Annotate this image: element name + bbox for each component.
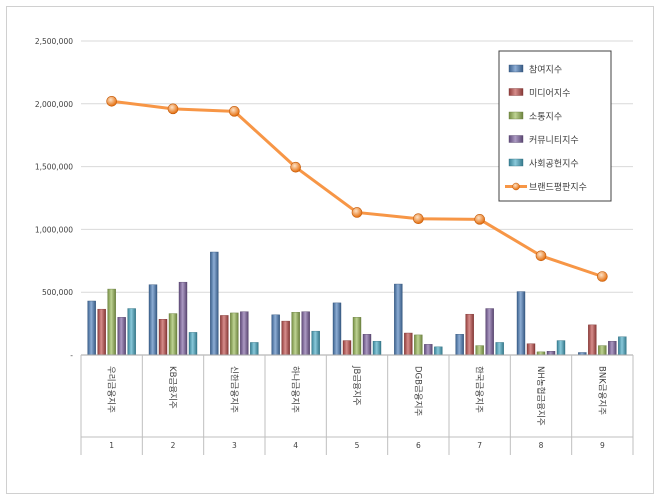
legend-label: 미디어지수 <box>529 88 570 99</box>
bar-소통지수 <box>107 288 116 356</box>
line-point <box>597 271 608 282</box>
x-category-number: 5 <box>355 441 360 450</box>
legend-label: 소통지수 <box>529 112 562 123</box>
bar-커뮤니티지수 <box>178 281 188 356</box>
axes: - 500,000 1,000,000 1,500,000 2,000,000 2,500… <box>35 37 634 455</box>
x-category-label: BNK금융지주 <box>596 366 606 415</box>
bar-미디어지수 <box>588 324 597 356</box>
x-category-number: 7 <box>477 441 482 450</box>
line-point <box>351 207 363 218</box>
line-series <box>106 95 608 282</box>
legend-swatch <box>508 64 524 73</box>
bar-사회공헌지수 <box>372 340 382 356</box>
bar-참여지수 <box>148 284 158 356</box>
y-tick-label: 1,500,000 <box>35 163 73 172</box>
bar-소통지수 <box>352 317 362 356</box>
x-category-label: 우리금융지주 <box>106 366 116 413</box>
bar-미디어지수 <box>220 315 229 356</box>
y-tick-label: - <box>70 351 73 360</box>
y-tick-label: 500,000 <box>42 288 73 297</box>
bar-소통지수 <box>598 345 607 356</box>
line-point <box>106 95 117 107</box>
legend-swatch <box>508 135 524 143</box>
bar-미디어지수 <box>158 319 168 356</box>
bar-커뮤니티지수 <box>301 311 310 356</box>
line-point <box>535 250 547 262</box>
legend-marker <box>512 182 520 191</box>
y-tick-label: 2,000,000 <box>35 100 73 109</box>
bar-사회공헌지수 <box>434 346 443 356</box>
x-category-label: 한국금융지주 <box>474 366 484 413</box>
legend-swatch <box>508 88 524 96</box>
bar-커뮤니티지수 <box>424 344 433 356</box>
x-category-number: 3 <box>232 441 237 450</box>
bar-사회공헌지수 <box>311 330 320 356</box>
x-category-label: DGB금융지주 <box>412 366 422 416</box>
bar-사회공헌지수 <box>618 336 627 356</box>
bar-사회공헌지수 <box>127 308 136 356</box>
bar-사회공헌지수 <box>495 342 504 356</box>
bar-커뮤니티지수 <box>240 311 249 356</box>
bar-참여지수 <box>87 300 96 356</box>
bar-커뮤니티지수 <box>546 351 556 356</box>
bar-소통지수 <box>168 313 178 356</box>
bar-참여지수 <box>394 283 403 356</box>
bar-참여지수 <box>455 334 464 356</box>
x-category-number: 9 <box>600 441 605 450</box>
bar-참여지수 <box>271 314 280 356</box>
line-point <box>290 161 301 173</box>
x-category-number: 8 <box>539 441 544 450</box>
legend-label: 브랜드평판지수 <box>529 182 587 193</box>
bar-소통지수 <box>230 312 239 356</box>
bar-커뮤니티지수 <box>362 334 372 356</box>
legend-swatch <box>508 158 524 167</box>
y-tick-label: 1,000,000 <box>35 225 73 234</box>
chart-frame: - 500,000 1,000,000 1,500,000 2,000,000 2,500… <box>6 6 654 494</box>
legend-label: 참여지수 <box>529 64 562 76</box>
brand-reputation-chart: - 500,000 1,000,000 1,500,000 2,000,000 2,500… <box>35 37 634 455</box>
x-category-label: JB금융지주 <box>351 365 361 406</box>
x-category-number: 2 <box>171 441 176 450</box>
bar-미디어지수 <box>97 308 106 356</box>
bar-소통지수 <box>414 334 423 356</box>
bar-소통지수 <box>475 345 484 356</box>
bar-미디어지수 <box>465 313 474 356</box>
bar-커뮤니티지수 <box>608 340 617 356</box>
y-tick-label: 2,500,000 <box>35 37 73 46</box>
bar-사회공헌지수 <box>188 332 198 356</box>
bar-미디어지수 <box>281 320 290 356</box>
bar-소통지수 <box>291 312 300 356</box>
bar-사회공헌지수 <box>250 342 259 356</box>
bar-커뮤니티지수 <box>485 308 494 356</box>
legend-swatch <box>508 111 524 120</box>
x-category-label: KB금융지주 <box>167 366 177 409</box>
bar-참여지수 <box>210 251 219 356</box>
bar-참여지수 <box>516 291 526 356</box>
x-category-label: NH농협금융지주 <box>535 366 546 426</box>
line-point <box>167 103 179 115</box>
legend-label: 사회공헌지수 <box>529 159 579 170</box>
bar-미디어지수 <box>526 343 536 356</box>
x-category-number: 6 <box>416 441 421 450</box>
legend-label: 커뮤니티지수 <box>529 135 579 146</box>
x-category-label: 신한금융지주 <box>228 366 238 413</box>
bar-series <box>87 251 627 356</box>
line-point <box>413 213 424 225</box>
legend-box <box>498 50 612 202</box>
x-category-label: 하나금융지주 <box>290 366 301 413</box>
x-category-number: 1 <box>109 441 114 450</box>
line-point <box>229 106 240 117</box>
bar-미디어지수 <box>404 332 413 356</box>
bar-참여지수 <box>332 302 342 356</box>
x-category-number: 4 <box>293 441 298 450</box>
bar-사회공헌지수 <box>556 340 566 356</box>
bar-미디어지수 <box>342 340 352 356</box>
line-point <box>474 214 485 225</box>
bar-커뮤니티지수 <box>117 317 126 356</box>
